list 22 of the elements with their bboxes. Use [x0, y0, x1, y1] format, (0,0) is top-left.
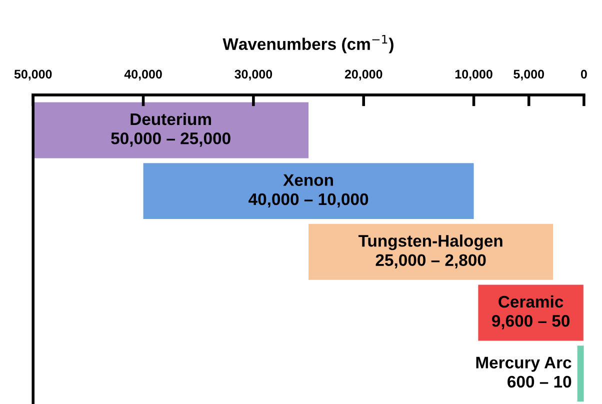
bar	[308, 224, 554, 280]
y-tick-label: Mercury Arc	[476, 356, 572, 372]
x-tick-label: 5,000	[514, 70, 544, 80]
x-tick-label: 0	[580, 70, 587, 79]
annotation: 40,000 – 10,000	[248, 193, 368, 208]
x-tick-label: 40,000	[124, 70, 162, 80]
bar	[577, 346, 584, 402]
y-tick-label: Xenon	[283, 174, 333, 186]
annotation: 600 – 10	[508, 376, 572, 388]
annotation: 25,000 – 2,800	[376, 254, 486, 268]
x-axis-title: Wavenumbers (cm$^{−1}$)	[222, 34, 394, 54]
bar	[33, 102, 309, 158]
y-tick-label: Tungsten-Halogen	[358, 234, 502, 250]
bar	[143, 163, 474, 220]
x-tick-label: 30,000	[234, 70, 272, 80]
y-tick-label: Deuterium	[130, 112, 211, 126]
y-tick-label: Ceramic	[498, 295, 564, 308]
x-tick-label: 20,000	[344, 70, 382, 80]
annotation: 50,000 – 25,000	[111, 132, 230, 147]
x-tick-label: 50,000	[14, 70, 52, 80]
x-tick-label: 10,000	[455, 70, 492, 80]
annotation: 9,600 – 50	[492, 314, 570, 330]
